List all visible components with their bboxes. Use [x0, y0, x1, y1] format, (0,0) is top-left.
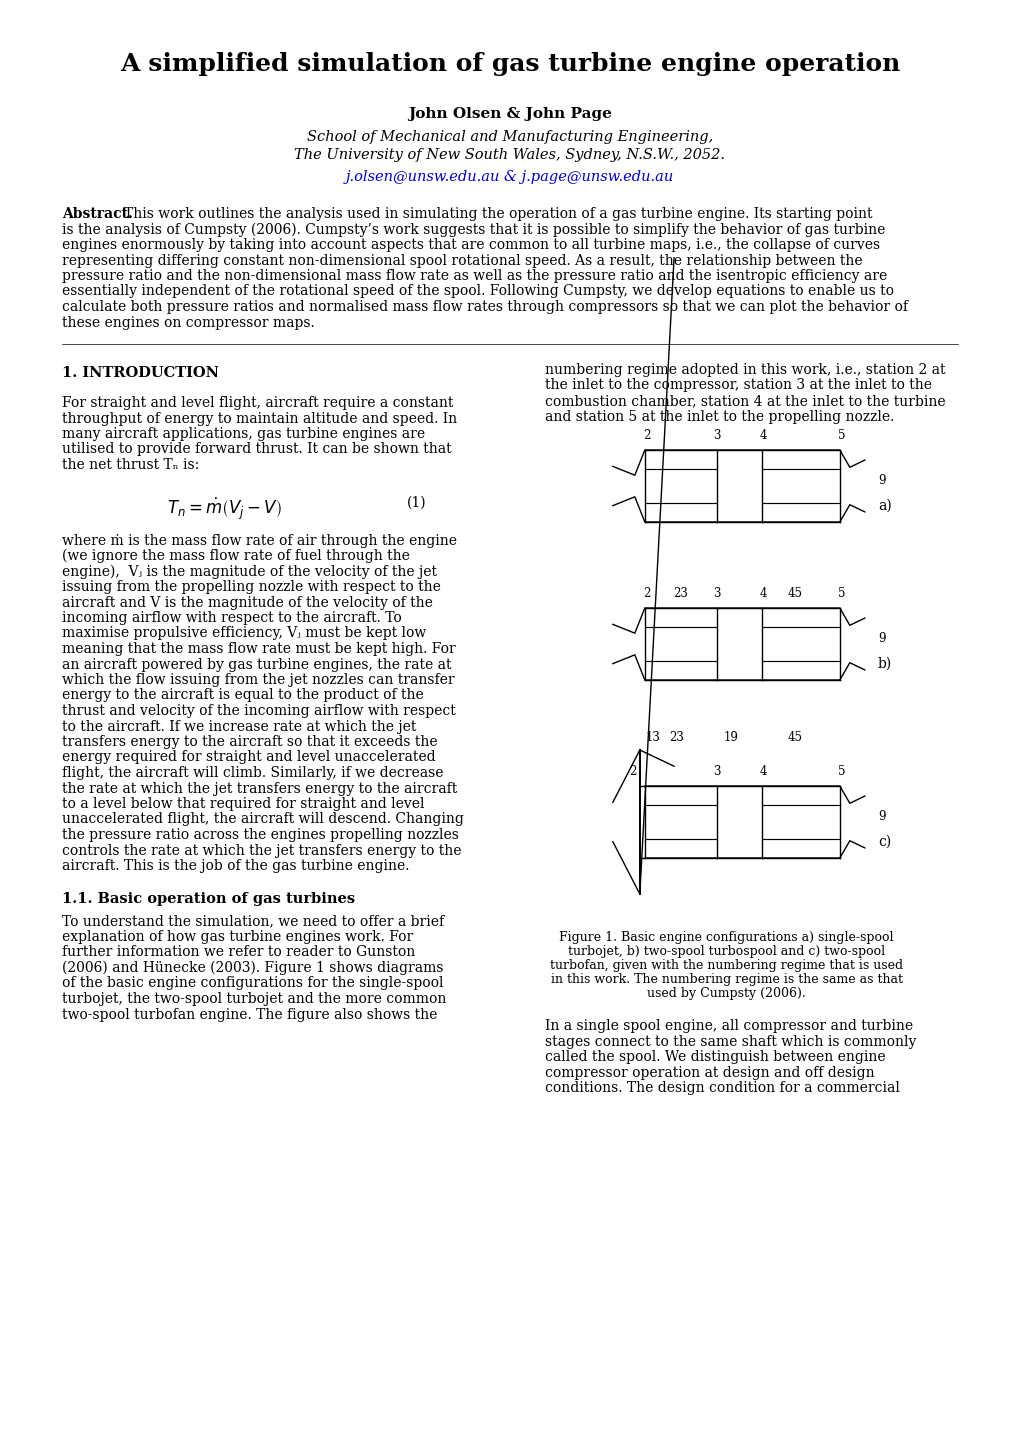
- Text: pressure ratio and the non-dimensional mass flow rate as well as the pressure ra: pressure ratio and the non-dimensional m…: [62, 270, 887, 283]
- Text: School of Mechanical and Manufacturing Engineering,: School of Mechanical and Manufacturing E…: [307, 130, 712, 144]
- Text: engine),  Vⱼ is the magnitude of the velocity of the jet: engine), Vⱼ is the magnitude of the velo…: [62, 564, 436, 578]
- Text: used by Cumpsty (2006).: used by Cumpsty (2006).: [647, 988, 805, 1001]
- Text: 2: 2: [643, 587, 650, 600]
- Text: called the spool. We distinguish between engine: called the spool. We distinguish between…: [544, 1050, 884, 1064]
- Text: 2: 2: [629, 766, 636, 779]
- Text: and station 5 at the inlet to the propelling nozzle.: and station 5 at the inlet to the propel…: [544, 410, 894, 424]
- Text: 23: 23: [673, 587, 688, 600]
- Text: 3: 3: [712, 587, 720, 600]
- Text: turbojet, b) two-spool turbospool and c) two-spool: turbojet, b) two-spool turbospool and c)…: [568, 945, 884, 957]
- Text: which the flow issuing from the jet nozzles can transfer: which the flow issuing from the jet nozz…: [62, 673, 454, 686]
- Text: aircraft. This is the job of the gas turbine engine.: aircraft. This is the job of the gas tur…: [62, 859, 409, 872]
- Text: controls the rate at which the jet transfers energy to the: controls the rate at which the jet trans…: [62, 844, 461, 858]
- Text: A simplified simulation of gas turbine engine operation: A simplified simulation of gas turbine e…: [119, 52, 900, 76]
- Text: 3: 3: [712, 766, 720, 779]
- Text: in this work. The numbering regime is the same as that: in this work. The numbering regime is th…: [550, 973, 902, 986]
- Text: energy to the aircraft is equal to the product of the: energy to the aircraft is equal to the p…: [62, 688, 423, 702]
- Text: 45: 45: [787, 731, 802, 744]
- Text: 5: 5: [838, 766, 845, 779]
- Text: incoming airflow with respect to the aircraft. To: incoming airflow with respect to the air…: [62, 611, 401, 624]
- Text: of the basic engine configurations for the single-spool: of the basic engine configurations for t…: [62, 976, 443, 991]
- Text: essentially independent of the rotational speed of the spool. Following Cumpsty,: essentially independent of the rotationa…: [62, 284, 893, 298]
- Text: 4: 4: [759, 430, 767, 443]
- Text: engines enormously by taking into account aspects that are common to all turbine: engines enormously by taking into accoun…: [62, 238, 879, 252]
- Text: maximise propulsive efficiency, Vⱼ must be kept low: maximise propulsive efficiency, Vⱼ must …: [62, 626, 426, 640]
- Text: j.olsen@unsw.edu.au & j.page@unsw.edu.au: j.olsen@unsw.edu.au & j.page@unsw.edu.au: [345, 170, 674, 185]
- Text: the rate at which the jet transfers energy to the aircraft: the rate at which the jet transfers ener…: [62, 782, 457, 796]
- Text: many aircraft applications, gas turbine engines are: many aircraft applications, gas turbine …: [62, 427, 425, 441]
- Text: aircraft and V is the magnitude of the velocity of the: aircraft and V is the magnitude of the v…: [62, 596, 432, 610]
- Text: Figure 1. Basic engine configurations a) single-spool: Figure 1. Basic engine configurations a)…: [558, 932, 893, 945]
- Text: c): c): [877, 835, 891, 849]
- Text: $T_n = \dot{m}\left(V_j - V\right)$: $T_n = \dot{m}\left(V_j - V\right)$: [167, 496, 281, 522]
- Text: numbering regime adopted in this work, i.e., station 2 at: numbering regime adopted in this work, i…: [544, 363, 945, 376]
- Text: a): a): [877, 499, 891, 513]
- Text: Abstract.: Abstract.: [62, 208, 132, 221]
- Text: to the aircraft. If we increase rate at which the jet: to the aircraft. If we increase rate at …: [62, 720, 416, 734]
- Text: is the analysis of Cumpsty (2006). Cumpsty’s work suggests that it is possible t: is the analysis of Cumpsty (2006). Cumps…: [62, 222, 884, 236]
- Text: where ṁ is the mass flow rate of air through the engine: where ṁ is the mass flow rate of air thr…: [62, 534, 457, 548]
- Text: energy required for straight and level unaccelerated: energy required for straight and level u…: [62, 750, 435, 764]
- Text: 9: 9: [877, 810, 884, 823]
- Text: the pressure ratio across the engines propelling nozzles: the pressure ratio across the engines pr…: [62, 828, 459, 842]
- Text: explanation of how gas turbine engines work. For: explanation of how gas turbine engines w…: [62, 930, 413, 945]
- Text: the inlet to the compressor, station 3 at the inlet to the: the inlet to the compressor, station 3 a…: [544, 378, 931, 392]
- Text: To understand the simulation, we need to offer a brief: To understand the simulation, we need to…: [62, 914, 443, 929]
- Text: turbofan, given with the numbering regime that is used: turbofan, given with the numbering regim…: [549, 959, 903, 972]
- Text: This work outlines the analysis used in simulating the operation of a gas turbin: This work outlines the analysis used in …: [124, 208, 871, 221]
- Text: John Olsen & John Page: John Olsen & John Page: [408, 107, 611, 121]
- Text: flight, the aircraft will climb. Similarly, if we decrease: flight, the aircraft will climb. Similar…: [62, 766, 443, 780]
- Text: The University of New South Wales, Sydney, N.S.W., 2052.: The University of New South Wales, Sydne…: [294, 149, 725, 162]
- Text: (1): (1): [407, 496, 426, 509]
- Text: b): b): [877, 656, 892, 671]
- Text: two-spool turbofan engine. The figure also shows the: two-spool turbofan engine. The figure al…: [62, 1008, 437, 1021]
- Text: unaccelerated flight, the aircraft will descend. Changing: unaccelerated flight, the aircraft will …: [62, 812, 464, 826]
- Text: the net thrust Tₙ is:: the net thrust Tₙ is:: [62, 459, 199, 472]
- Text: issuing from the propelling nozzle with respect to the: issuing from the propelling nozzle with …: [62, 580, 440, 594]
- Text: utilised to provide forward thrust. It can be shown that: utilised to provide forward thrust. It c…: [62, 443, 451, 457]
- Text: combustion chamber, station 4 at the inlet to the turbine: combustion chamber, station 4 at the inl…: [544, 394, 945, 408]
- Text: 9: 9: [877, 474, 884, 487]
- Text: 2: 2: [643, 430, 650, 443]
- Text: (2006) and Hünecke (2003). Figure 1 shows diagrams: (2006) and Hünecke (2003). Figure 1 show…: [62, 960, 443, 975]
- Text: turbojet, the two-spool turbojet and the more common: turbojet, the two-spool turbojet and the…: [62, 992, 446, 1007]
- Text: further information we refer to reader to Gunston: further information we refer to reader t…: [62, 946, 415, 959]
- Text: thrust and velocity of the incoming airflow with respect: thrust and velocity of the incoming airf…: [62, 704, 455, 718]
- Text: transfers energy to the aircraft so that it exceeds the: transfers energy to the aircraft so that…: [62, 735, 437, 748]
- Text: to a level below that required for straight and level: to a level below that required for strai…: [62, 797, 424, 810]
- Text: 45: 45: [787, 587, 802, 600]
- Text: these engines on compressor maps.: these engines on compressor maps.: [62, 316, 315, 330]
- Text: 1. INTRODUCTION: 1. INTRODUCTION: [62, 366, 219, 381]
- Text: 13: 13: [645, 731, 659, 744]
- Text: 3: 3: [712, 430, 720, 443]
- Text: (we ignore the mass flow rate of fuel through the: (we ignore the mass flow rate of fuel th…: [62, 549, 410, 564]
- Text: an aircraft powered by gas turbine engines, the rate at: an aircraft powered by gas turbine engin…: [62, 658, 451, 672]
- Text: compressor operation at design and off design: compressor operation at design and off d…: [544, 1066, 873, 1080]
- Text: 5: 5: [838, 587, 845, 600]
- Text: calculate both pressure ratios and normalised mass flow rates through compressor: calculate both pressure ratios and norma…: [62, 300, 907, 314]
- Text: 5: 5: [838, 430, 845, 443]
- Text: stages connect to the same shaft which is commonly: stages connect to the same shaft which i…: [544, 1035, 915, 1048]
- Text: 1.1. Basic operation of gas turbines: 1.1. Basic operation of gas turbines: [62, 893, 355, 907]
- Text: 9: 9: [877, 632, 884, 645]
- Text: 19: 19: [722, 731, 738, 744]
- Text: 4: 4: [759, 766, 767, 779]
- Text: representing differing constant non-dimensional spool rotational speed. As a res: representing differing constant non-dime…: [62, 254, 862, 268]
- Text: For straight and level flight, aircraft require a constant: For straight and level flight, aircraft …: [62, 397, 452, 410]
- Text: meaning that the mass flow rate must be kept high. For: meaning that the mass flow rate must be …: [62, 642, 455, 656]
- Text: 23: 23: [668, 731, 684, 744]
- Text: throughput of energy to maintain altitude and speed. In: throughput of energy to maintain altitud…: [62, 411, 457, 425]
- Text: conditions. The design condition for a commercial: conditions. The design condition for a c…: [544, 1082, 899, 1096]
- Text: In a single spool engine, all compressor and turbine: In a single spool engine, all compressor…: [544, 1019, 912, 1034]
- Text: 4: 4: [759, 587, 767, 600]
